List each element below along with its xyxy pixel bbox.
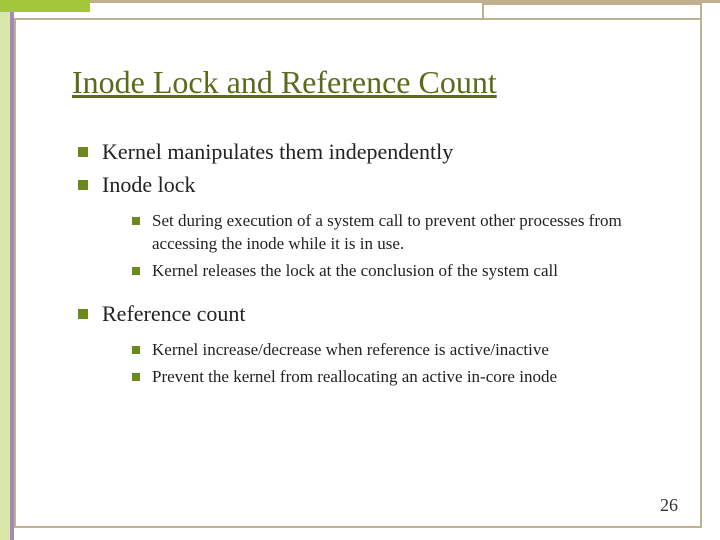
bullet-list-level2: Set during execution of a system call to… xyxy=(102,210,660,283)
bullet-list-level2: Kernel increase/decrease when reference … xyxy=(102,339,660,389)
bullet-text: Reference count xyxy=(102,301,246,326)
slide-title: Inode Lock and Reference Count xyxy=(72,64,660,101)
bullet-text: Kernel manipulates them independently xyxy=(102,139,453,164)
sub-bullet-item: Set during execution of a system call to… xyxy=(128,210,660,256)
left-stripe-green xyxy=(0,12,10,540)
bullet-text: Inode lock xyxy=(102,172,195,197)
sub-bullet-text: Prevent the kernel from reallocating an … xyxy=(152,367,557,386)
sub-bullet-item: Kernel releases the lock at the conclusi… xyxy=(128,260,660,283)
bullet-item: Kernel manipulates them independently xyxy=(72,137,660,167)
sub-bullet-text: Set during execution of a system call to… xyxy=(152,211,622,253)
sub-bullet-text: Kernel releases the lock at the conclusi… xyxy=(152,261,558,280)
bullet-item: Reference count Kernel increase/decrease… xyxy=(72,299,660,389)
page-number: 26 xyxy=(660,495,678,516)
bullet-item: Inode lock Set during execution of a sys… xyxy=(72,170,660,283)
sub-bullet-item: Prevent the kernel from reallocating an … xyxy=(128,366,660,389)
top-accent-bar xyxy=(0,0,90,12)
sub-bullet-text: Kernel increase/decrease when reference … xyxy=(152,340,549,359)
bullet-list-level1: Kernel manipulates them independently In… xyxy=(72,137,660,389)
top-right-frame-notch xyxy=(482,3,702,19)
sub-bullet-item: Kernel increase/decrease when reference … xyxy=(128,339,660,362)
slide-frame: Inode Lock and Reference Count Kernel ma… xyxy=(14,18,702,528)
